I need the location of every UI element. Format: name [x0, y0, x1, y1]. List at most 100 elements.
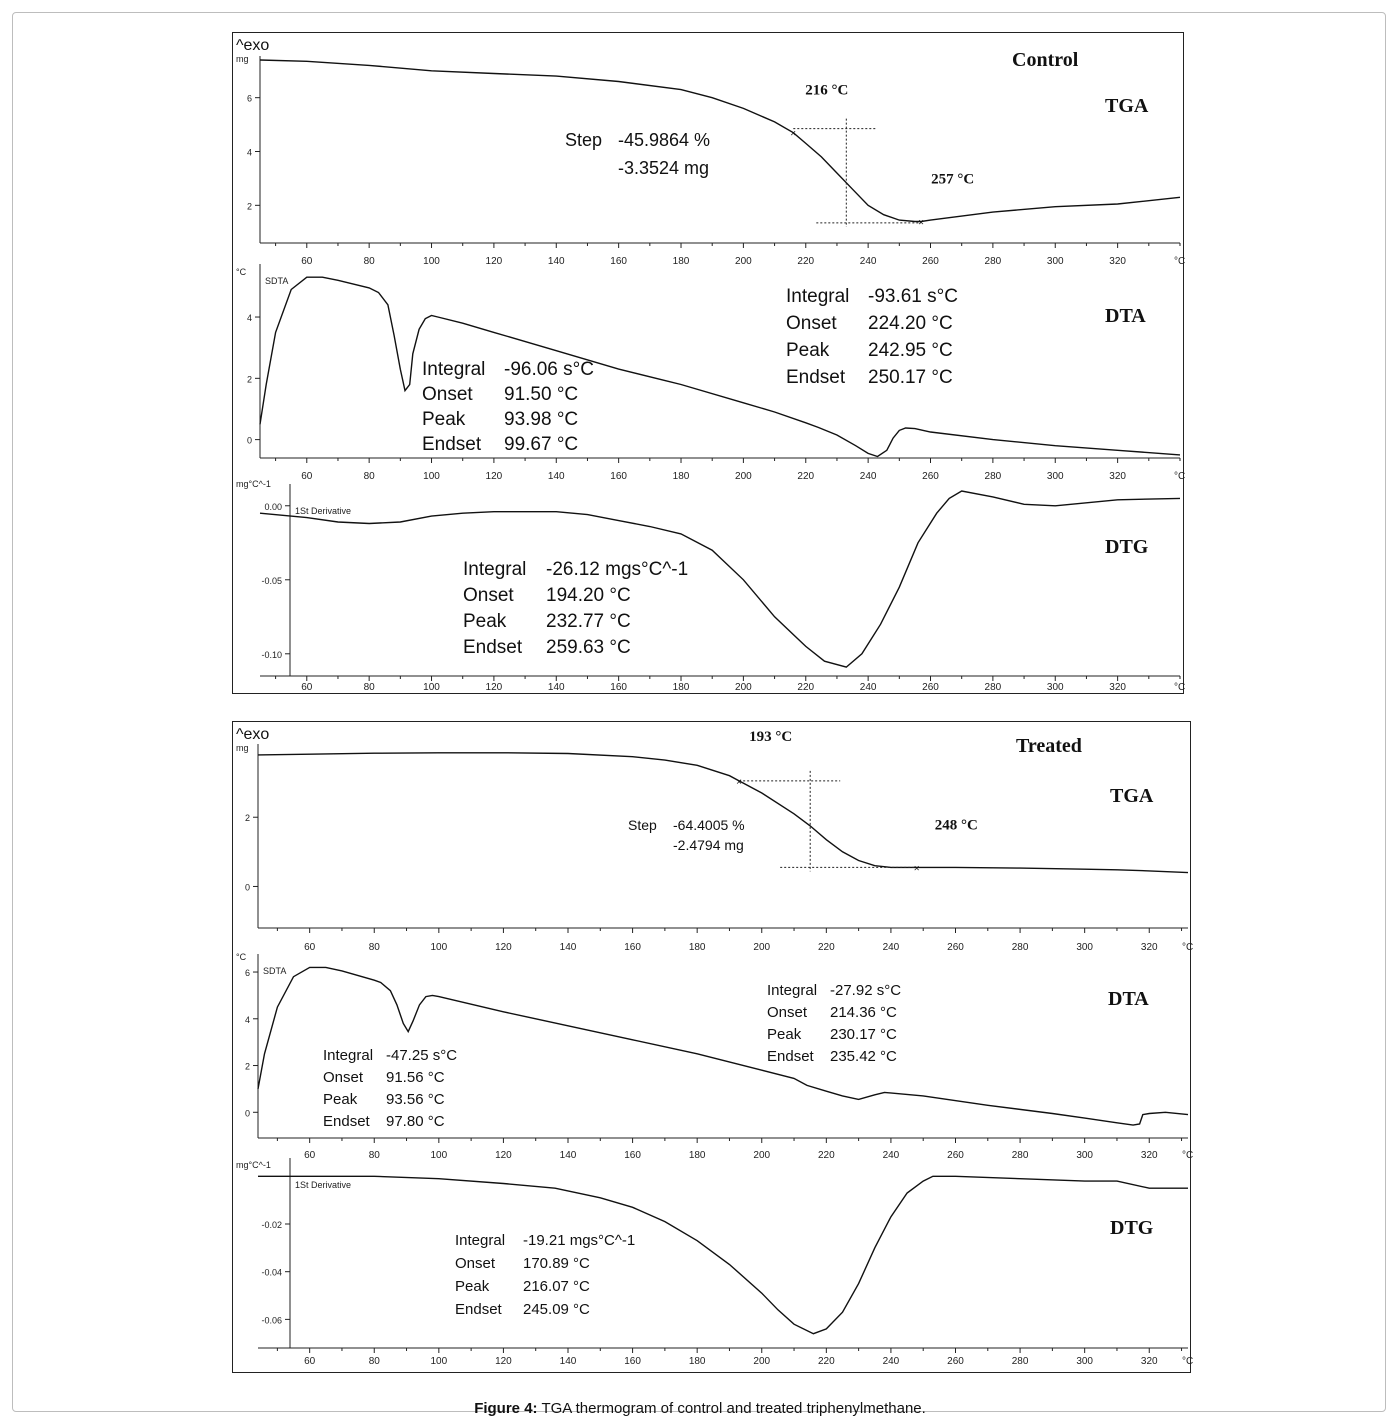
dta-peak-field-value: 242.95 °C: [868, 340, 953, 361]
subplot-label: TGA: [1105, 95, 1149, 117]
dtg-peak-field-name: Peak: [455, 1278, 490, 1295]
x-tick-label: 140: [548, 471, 565, 482]
dtg-peak-field-value: 170.89 °C: [523, 1255, 590, 1272]
x-tick-label: 140: [548, 682, 565, 693]
temperature-marker-tick: ×: [790, 129, 796, 140]
x-tick-label: 80: [369, 942, 381, 953]
x-tick-label: 320: [1141, 1356, 1158, 1367]
x-tick-label: 180: [673, 682, 690, 693]
y-tick-label: -0.05: [261, 576, 282, 586]
temperature-marker-tick: ×: [914, 863, 920, 874]
subplot-label: DTA: [1108, 988, 1149, 1010]
dtg-peak-field-value: 245.09 °C: [523, 1301, 590, 1318]
x-tick-label: 200: [735, 256, 752, 267]
y-tick-label: 2: [245, 1062, 250, 1072]
dta-peak-field-value: 214.36 °C: [830, 1004, 897, 1021]
x-unit-label: °C: [1174, 682, 1185, 693]
y-tick-label: 0: [245, 882, 250, 892]
dta-peak-field-value: 93.56 °C: [386, 1091, 445, 1108]
x-tick-label: 60: [304, 1150, 316, 1161]
temperature-marker-label: 248 °C: [935, 817, 978, 833]
y-tick-label: 6: [245, 968, 250, 978]
dta-peak-field-name: Peak: [786, 340, 830, 361]
dta-peak-field-value: -93.61 s°C: [868, 286, 958, 307]
dta-peak-field-name: Peak: [422, 409, 466, 430]
dtg-peak-field-name: Endset: [455, 1301, 503, 1318]
dta-peak-field-value: 250.17 °C: [868, 367, 953, 388]
temperature-marker-tick: ×: [918, 217, 924, 228]
x-tick-label: 240: [883, 942, 900, 953]
subplot-label: DTG: [1105, 536, 1149, 558]
x-tick-label: 200: [735, 682, 752, 693]
y-unit-label: mg°C^-1: [236, 1160, 271, 1170]
temperature-marker-label: 193 °C: [749, 729, 792, 745]
x-tick-label: 180: [673, 256, 690, 267]
x-tick-label: 300: [1047, 256, 1064, 267]
y-tick-label: 2: [247, 374, 252, 384]
x-tick-label: 80: [364, 471, 376, 482]
dta-peak-field-value: -96.06 s°C: [504, 359, 594, 380]
dta-peak-field-name: Onset: [323, 1069, 364, 1086]
x-tick-label: 100: [423, 682, 440, 693]
y-tick-label: 4: [247, 313, 252, 323]
x-tick-label: 240: [883, 1150, 900, 1161]
x-tick-label: 200: [753, 942, 770, 953]
x-unit-label: °C: [1174, 471, 1185, 482]
y-tick-label: 4: [245, 1015, 250, 1025]
x-tick-label: 240: [883, 1356, 900, 1367]
x-tick-label: 100: [430, 1356, 447, 1367]
exo-label: ^exo: [236, 37, 269, 54]
y-unit-label: mg°C^-1: [236, 479, 271, 489]
x-tick-label: 60: [301, 256, 313, 267]
x-tick-label: 140: [560, 1356, 577, 1367]
x-tick-label: 220: [818, 1150, 835, 1161]
dtg-peak-field-name: Onset: [463, 585, 514, 606]
x-tick-label: 160: [624, 1356, 641, 1367]
x-tick-label: 80: [369, 1150, 381, 1161]
step-percent: -64.4005 %: [673, 817, 745, 833]
x-tick-label: 120: [495, 1356, 512, 1367]
dta-peak-field-value: 230.17 °C: [830, 1026, 897, 1043]
dta-peak-field-name: Endset: [786, 367, 846, 388]
x-tick-label: 180: [673, 471, 690, 482]
x-unit-label: °C: [1182, 1150, 1193, 1161]
x-tick-label: 320: [1109, 682, 1126, 693]
y-tick-label: 0: [245, 1108, 250, 1118]
x-tick-label: 180: [689, 1150, 706, 1161]
dta-peak-field-value: 97.80 °C: [386, 1113, 445, 1130]
x-tick-label: 260: [922, 471, 939, 482]
dta-peak-field-name: Integral: [422, 359, 485, 380]
dta-peak-field-value: 99.67 °C: [504, 434, 578, 455]
dtg-peak-field-value: 216.07 °C: [523, 1278, 590, 1295]
curve-label: 1St Derivative: [295, 506, 351, 516]
x-tick-label: 100: [430, 942, 447, 953]
x-tick-label: 60: [304, 942, 316, 953]
curve-label: SDTA: [263, 966, 286, 976]
dta-peak-field-name: Integral: [767, 982, 817, 999]
figure-caption: Figure 4: TGA thermogram of control and …: [0, 1400, 1400, 1417]
x-tick-label: 320: [1109, 256, 1126, 267]
x-unit-label: °C: [1182, 942, 1193, 953]
x-tick-label: 260: [922, 256, 939, 267]
dta-peak-field-name: Endset: [767, 1048, 815, 1065]
caption-label: Figure 4:: [474, 1400, 538, 1417]
x-tick-label: 280: [1012, 1356, 1029, 1367]
x-tick-label: 80: [364, 256, 376, 267]
control-figure-panel: [232, 32, 1184, 694]
x-tick-label: 280: [1012, 1150, 1029, 1161]
dta-peak-field-value: -27.92 s°C: [830, 982, 901, 999]
x-tick-label: 200: [753, 1150, 770, 1161]
x-tick-label: 300: [1047, 471, 1064, 482]
dtg-peak-field-name: Integral: [455, 1232, 505, 1249]
dta-peak-field-name: Onset: [767, 1004, 808, 1021]
x-tick-label: 60: [304, 1356, 316, 1367]
step-percent: -45.9864 %: [618, 130, 710, 150]
x-tick-label: 200: [753, 1356, 770, 1367]
exo-label: ^exo: [236, 726, 269, 743]
dta-peak-field-value: 93.98 °C: [504, 409, 578, 430]
x-tick-label: 80: [364, 682, 376, 693]
treated-figure-panel: [232, 721, 1191, 1373]
dtg-peak-field-name: Peak: [463, 611, 507, 632]
dta-peak-field-value: 235.42 °C: [830, 1048, 897, 1065]
x-tick-label: 280: [985, 471, 1002, 482]
